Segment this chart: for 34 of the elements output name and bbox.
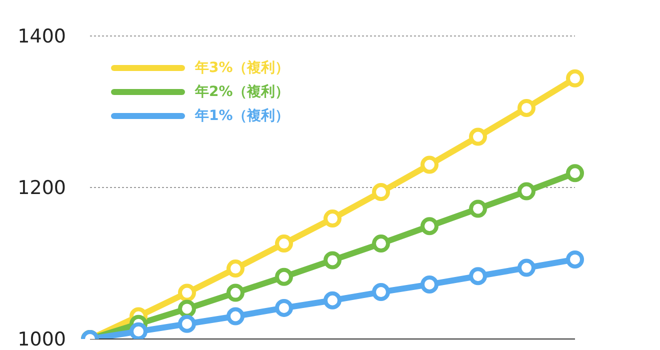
point [178,300,196,318]
text: 年1%（複利） [195,107,289,125]
point [566,250,584,268]
point [566,69,584,88]
text: 年2%（複利） [195,83,289,101]
point [275,234,293,253]
point [324,291,342,310]
point [275,268,293,286]
y-tick-label: 1000 [18,328,66,350]
point [469,267,487,286]
point [130,322,148,339]
point [518,98,536,117]
point [469,128,487,146]
point [420,275,438,294]
y-tick-label: 1400 [18,26,66,48]
point [566,164,584,182]
point [226,260,244,278]
point [178,314,196,333]
point [372,283,390,302]
point [324,251,342,270]
point [518,258,536,277]
point [372,234,390,253]
point [275,298,293,317]
point [226,307,244,326]
point [324,210,342,228]
point [372,183,390,202]
point [420,156,438,174]
text: 年3%（複利） [195,59,289,77]
y-tick-label: 1200 [18,177,66,200]
point [518,182,536,200]
point [178,284,196,302]
point [226,284,244,302]
point [469,200,487,218]
point [420,217,438,236]
